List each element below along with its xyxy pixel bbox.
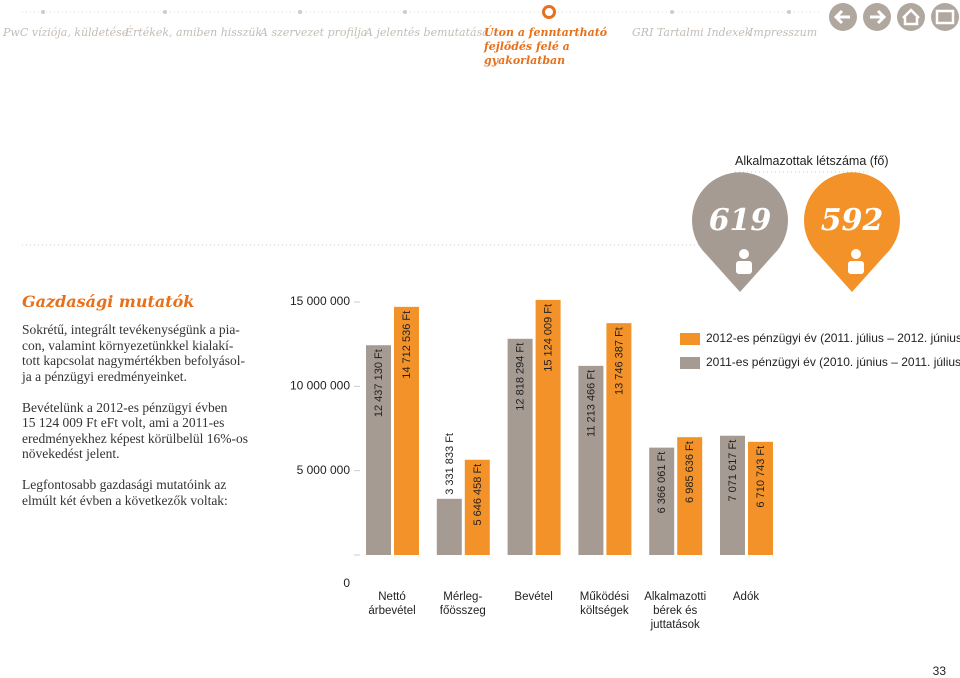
bar: [748, 441, 773, 555]
x-tick-label: Alkalmazotti bérek és juttatások: [644, 591, 707, 631]
value-label: 3 331 833 Ft: [444, 433, 456, 495]
bar: [606, 323, 632, 555]
icon: [935, 9, 955, 25]
body-text: növekedést jelent.: [22, 446, 120, 461]
bar: [578, 365, 604, 555]
nav-item[interactable]: A szervezet profilja: [260, 26, 368, 39]
nav-active-dot: [545, 8, 553, 16]
nav-buttons[interactable]: [829, 3, 959, 31]
nav-item[interactable]: Értékek, amiben hisszük: [125, 26, 263, 39]
bar: [366, 345, 391, 555]
bar: [535, 299, 561, 555]
body-text: Bevételünk a 2012-es pénzügyi évben: [22, 399, 228, 415]
pin: [804, 172, 900, 292]
value-label: 14 712 536 Ft: [401, 311, 413, 379]
nav-dot: [787, 10, 791, 14]
person-icon: [848, 261, 864, 274]
pin: [691, 172, 788, 292]
value-label: 15 124 009 Ft: [543, 304, 555, 372]
person-icon: [736, 261, 752, 274]
nav-item[interactable]: PwC víziója, küldetése: [3, 26, 129, 39]
y-tick-label: 5 000 000: [297, 463, 351, 477]
bar: [464, 459, 490, 555]
body-text: elmúlt két évben a következők voltak:: [22, 492, 228, 508]
legend-label: 2012-es pénzügyi év (2011. július – 2012…: [706, 331, 960, 345]
body-text: tott kapcsolat nagymértékben befolyásol-: [22, 353, 246, 368]
bar: [649, 447, 675, 555]
icon: [833, 9, 850, 25]
nav-dot: [670, 10, 674, 14]
headcount-value: 592: [821, 203, 884, 238]
body-text: Sokrétű, integrált tevékenységünk a pia-: [22, 322, 240, 337]
value-label: 7 071 617 Ft: [727, 440, 739, 502]
value-label: 6 710 743 Ft: [755, 446, 767, 508]
headcount-value: 619: [709, 203, 772, 238]
y-tick-label: 15 000 000: [290, 294, 350, 308]
legend-label: 2011-es pénzügyi év (2010. június – 2011…: [706, 355, 960, 369]
value-label: 6 985 636 Ft: [684, 441, 696, 503]
nav-item[interactable]: Impresszum: [749, 26, 818, 39]
bar: [436, 498, 462, 555]
x-tick-label: Adók: [732, 591, 760, 603]
body-text: ja a pénzügyi eredményeinket.: [22, 368, 187, 384]
menu-button[interactable]: [931, 3, 959, 31]
heading: Gazdasági mutatók: [22, 292, 195, 311]
value-label: 6 366 061 Ft: [656, 452, 668, 514]
nav-item[interactable]: Úton a fenntartható fejlődés felé a gyak…: [484, 26, 608, 67]
bar: [394, 306, 419, 555]
icon: [870, 9, 887, 25]
value-label: 12 818 294 Ft: [515, 343, 527, 411]
person-icon: [739, 249, 749, 259]
bar: [677, 437, 703, 555]
nav-dot: [403, 10, 407, 14]
x-tick-label: Működési költségek: [579, 591, 629, 617]
nav-dot: [163, 10, 167, 14]
x-tick-label: Nettó árbevétel: [368, 591, 416, 617]
body-text: con, valamint környezetünkkel kialakí-: [22, 337, 234, 353]
value-label: 5 646 458 Ft: [472, 464, 484, 526]
x-tick-label: Bevétel: [514, 591, 553, 603]
page-number: 33: [932, 664, 946, 678]
legend-swatch: [680, 333, 700, 345]
headcount-title: Alkalmazottak létszáma (fő): [735, 154, 889, 168]
body-text: 15 124 009 Ft eFt volt, ami a 2011-es: [22, 415, 225, 430]
x-tick-label: Mérleg-főösszeg: [439, 591, 486, 617]
bar: [507, 338, 533, 555]
value-label: 13 746 387 Ft: [613, 327, 625, 395]
body-text: Legfontosabb gazdasági mutatóink az: [22, 477, 227, 492]
value-label: 12 437 130 Ft: [373, 349, 385, 417]
bar: [720, 435, 745, 555]
icon: [902, 8, 920, 26]
y-tick-label: 10 000 000: [290, 379, 350, 393]
body-text: eredményekhez képest körülbelül 16%-os: [22, 430, 249, 446]
value-label: 11 213 466 Ft: [585, 370, 597, 437]
nav-item[interactable]: GRI Tartalmi Indexek: [632, 26, 752, 39]
nav-dot: [298, 10, 302, 14]
nav-dot: [41, 10, 45, 14]
nav-item[interactable]: A jelentés bemutatása: [365, 26, 489, 39]
y-tick-label: 0: [343, 576, 350, 590]
legend-swatch: [680, 357, 700, 369]
person-icon: [851, 249, 861, 259]
home-button[interactable]: [897, 3, 925, 31]
